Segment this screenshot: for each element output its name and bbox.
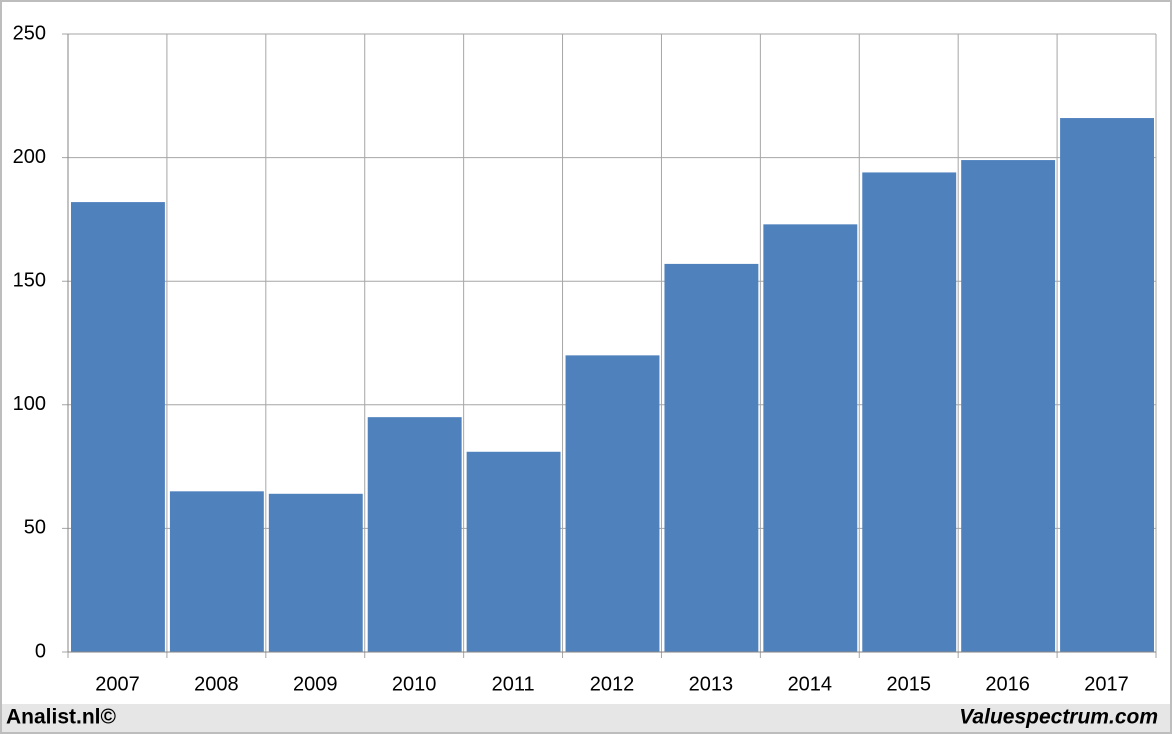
bar	[1060, 118, 1154, 653]
x-tick-label: 2012	[590, 673, 635, 695]
x-tick-label: 2014	[788, 673, 833, 695]
x-tick-label: 2017	[1084, 673, 1129, 695]
y-tick-label: 100	[13, 393, 46, 415]
footer-right: Valuespectrum.com	[959, 706, 1158, 729]
x-tick-label: 2015	[886, 673, 931, 695]
bar	[466, 451, 561, 652]
footer-band	[2, 704, 1170, 732]
x-tick-label: 2007	[95, 673, 140, 695]
x-tick-label: 2010	[392, 673, 437, 695]
y-tick-label: 0	[35, 640, 46, 662]
y-tick-label: 200	[13, 146, 46, 168]
x-tick-label: 2011	[492, 673, 535, 695]
bar	[961, 160, 1056, 652]
bar	[71, 202, 165, 652]
x-tick-label: 2016	[985, 673, 1030, 695]
bar	[367, 417, 462, 652]
bar	[268, 493, 363, 652]
bar	[862, 172, 957, 652]
x-tick-label: 2013	[689, 673, 734, 695]
x-tick-label: 2008	[194, 673, 239, 695]
y-tick-label: 150	[13, 269, 46, 291]
bar	[664, 263, 759, 652]
footer-left: Analist.nl©	[6, 706, 117, 729]
y-tick-label: 250	[13, 22, 46, 44]
bar	[169, 491, 264, 652]
bar	[763, 224, 858, 652]
x-tick-label: 2009	[293, 673, 338, 695]
y-tick-label: 50	[24, 517, 46, 539]
bar	[565, 355, 660, 652]
